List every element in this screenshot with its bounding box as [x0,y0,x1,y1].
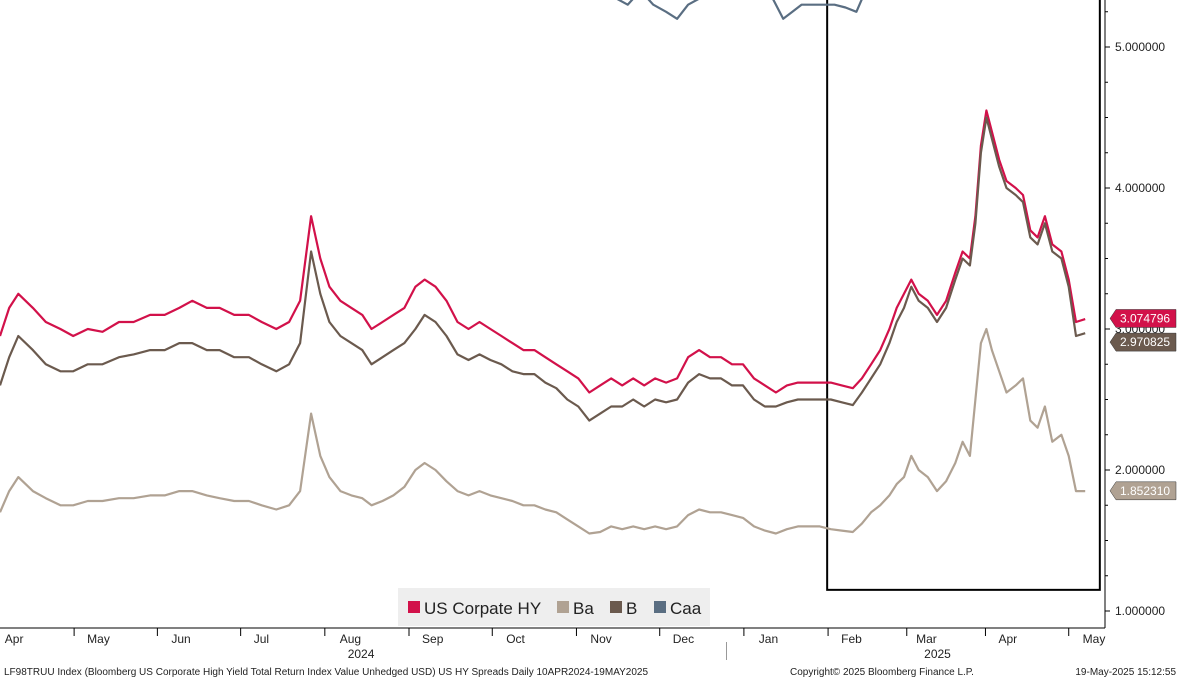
y-tick-label: 1.000000 [1115,604,1165,618]
last-value-tag-us-corpate-hy [1109,309,1177,328]
footer-timestamp: 19-May-2025 15:12:55 [1075,667,1176,678]
footer-copyright: Copyright© 2025 Bloomberg Finance L.P. [790,667,974,678]
legend-swatch-b [610,601,622,613]
highlight-box-group [826,0,1101,591]
x-month-label: Apr [999,632,1018,646]
x-month-label: Dec [673,632,694,646]
footer-source: LF98TRUU Index (Bloomberg US Corporate H… [4,667,648,678]
x-month-label: Mar [916,632,937,646]
x-month-label: Apr [5,632,24,646]
legend: US Corpate HY Ba B Caa [398,588,710,626]
last-value-text: 2.970825 [1120,335,1170,349]
x-month-label: Jun [171,632,190,646]
x-month-label: Nov [590,632,611,646]
x-month-label: May [1083,632,1106,646]
x-month-label: Oct [506,632,525,646]
series-line-ba [0,327,1086,535]
x-year-label: 2024 [348,647,375,661]
legend-swatch-ba [557,601,569,613]
last-value-text: 3.074796 [1120,311,1170,325]
series-line-b [0,116,1086,422]
x-month-label: Sep [422,632,444,646]
last-value-tag-ba [1109,481,1177,501]
legend-swatch-caa [654,601,666,613]
legend-label-caa: Caa [670,599,702,618]
x-month-label: May [87,632,110,646]
y-tick-label: 2.000000 [1115,463,1165,477]
legend-swatch-hy [408,601,420,613]
last-value-tag-b [1109,332,1177,352]
y-tick-label: 4.000000 [1115,181,1165,195]
series-line-us-corpate-hy [0,109,1086,394]
legend-label-ba: Ba [573,599,594,618]
y-tick-label: 5.000000 [1115,40,1165,54]
x-month-label: Jan [759,632,778,646]
x-year-label: 2025 [924,647,951,661]
x-month-label: Aug [340,632,361,646]
x-month-label: Jul [254,632,269,646]
legend-label-b: B [626,599,637,618]
last-value-text: 1.852310 [1120,484,1170,498]
series-group [0,0,1086,535]
x-month-label: Feb [841,632,862,646]
legend-label-hy: US Corpate HY [424,599,541,618]
highlight-box [826,0,1101,591]
